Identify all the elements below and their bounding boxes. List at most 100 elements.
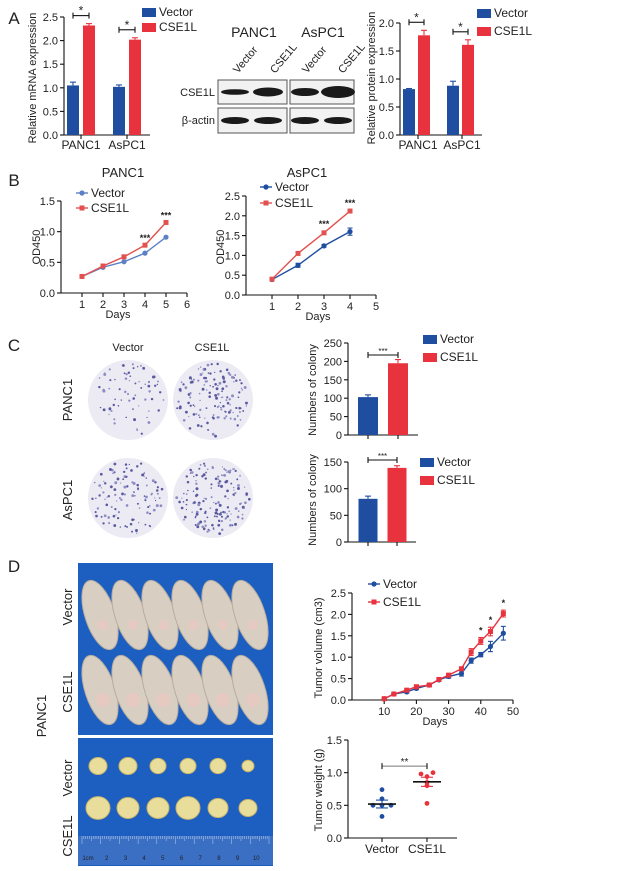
colony (219, 370, 222, 373)
colony (227, 411, 231, 414)
colony (113, 418, 116, 421)
colony (124, 463, 128, 466)
colony (117, 510, 121, 514)
colony (185, 493, 188, 495)
colony (221, 375, 225, 379)
colony (134, 394, 137, 397)
colony (100, 487, 102, 489)
colony (123, 485, 127, 489)
colony (136, 487, 140, 490)
colony (214, 371, 216, 373)
colony (221, 466, 224, 468)
colony (192, 404, 195, 406)
colony (203, 520, 207, 523)
colony (245, 405, 248, 407)
colony (185, 475, 188, 478)
colony (195, 413, 198, 415)
colony (99, 406, 102, 409)
data-point (458, 666, 464, 672)
x-tick-label: Vector (365, 842, 399, 856)
significance-label: * (125, 18, 130, 32)
y-axis-label: Numbers of colony (307, 454, 319, 546)
legend-label: Vector (383, 577, 417, 591)
colony (194, 516, 197, 519)
row-label: PANC1 (60, 379, 75, 421)
colony (223, 468, 226, 470)
x-tick-label: CSE1L (408, 842, 446, 856)
colony (156, 486, 159, 489)
legend-label: CSE1L (91, 201, 129, 215)
colony (228, 398, 231, 401)
colony (130, 469, 133, 472)
colony (214, 405, 216, 408)
data-point (418, 771, 424, 777)
colony (123, 493, 126, 496)
tumor (149, 757, 167, 775)
colony (193, 475, 195, 478)
colony (242, 410, 245, 412)
colony (195, 487, 199, 491)
colony (136, 483, 139, 487)
bar (388, 363, 408, 435)
tumor (85, 796, 111, 820)
colony (218, 532, 222, 536)
colony (196, 424, 200, 427)
data-point (295, 262, 301, 268)
colony (217, 475, 220, 478)
colony (198, 392, 201, 395)
data-point (321, 243, 327, 249)
legend-label: CSE1L (440, 350, 478, 364)
data-point (424, 800, 430, 806)
colony (218, 503, 222, 507)
colony (142, 366, 146, 370)
colony (234, 374, 236, 376)
colony (198, 467, 201, 470)
colony (231, 394, 235, 398)
colony (156, 383, 159, 386)
y-tick-label: 150 (324, 457, 342, 469)
colony (140, 432, 143, 435)
colony (217, 523, 221, 527)
colony (216, 515, 218, 518)
row-label: CSE1L (60, 815, 75, 856)
colony (202, 372, 204, 374)
colony (214, 434, 217, 438)
colony (199, 373, 203, 376)
tumor-bump (156, 693, 170, 707)
x-tick-label: 1 (79, 299, 85, 311)
colony (226, 513, 228, 515)
tumor-bump (96, 693, 110, 707)
colony (222, 510, 225, 514)
y-tick-label: 0.5 (331, 674, 346, 686)
blot-cell-line-label: PANC1 (231, 24, 277, 40)
ruler-label: 9 (236, 856, 240, 862)
data-point (269, 276, 275, 282)
colony (214, 502, 217, 505)
bar (462, 44, 474, 136)
colony (225, 516, 228, 520)
colony (243, 486, 246, 488)
colony (210, 487, 213, 489)
tumor (175, 796, 201, 820)
protein-band (221, 89, 249, 95)
colony (227, 497, 229, 500)
colony (220, 515, 224, 518)
colony (199, 507, 203, 511)
colony (195, 512, 199, 516)
colony (217, 484, 220, 487)
colony (133, 491, 135, 493)
colony (231, 524, 234, 527)
data-point (426, 682, 432, 688)
colony (106, 496, 108, 499)
colony (180, 506, 184, 510)
colony (243, 385, 247, 389)
y-axis-label: OD450 (215, 230, 227, 265)
colony (125, 475, 128, 479)
data-point (430, 770, 436, 776)
significance-label: *** (140, 233, 151, 243)
y-tick-label: 1.5 (331, 631, 346, 643)
colony (212, 417, 215, 420)
colony (181, 497, 183, 499)
significance-label: *** (378, 452, 387, 461)
tumor (88, 756, 108, 776)
